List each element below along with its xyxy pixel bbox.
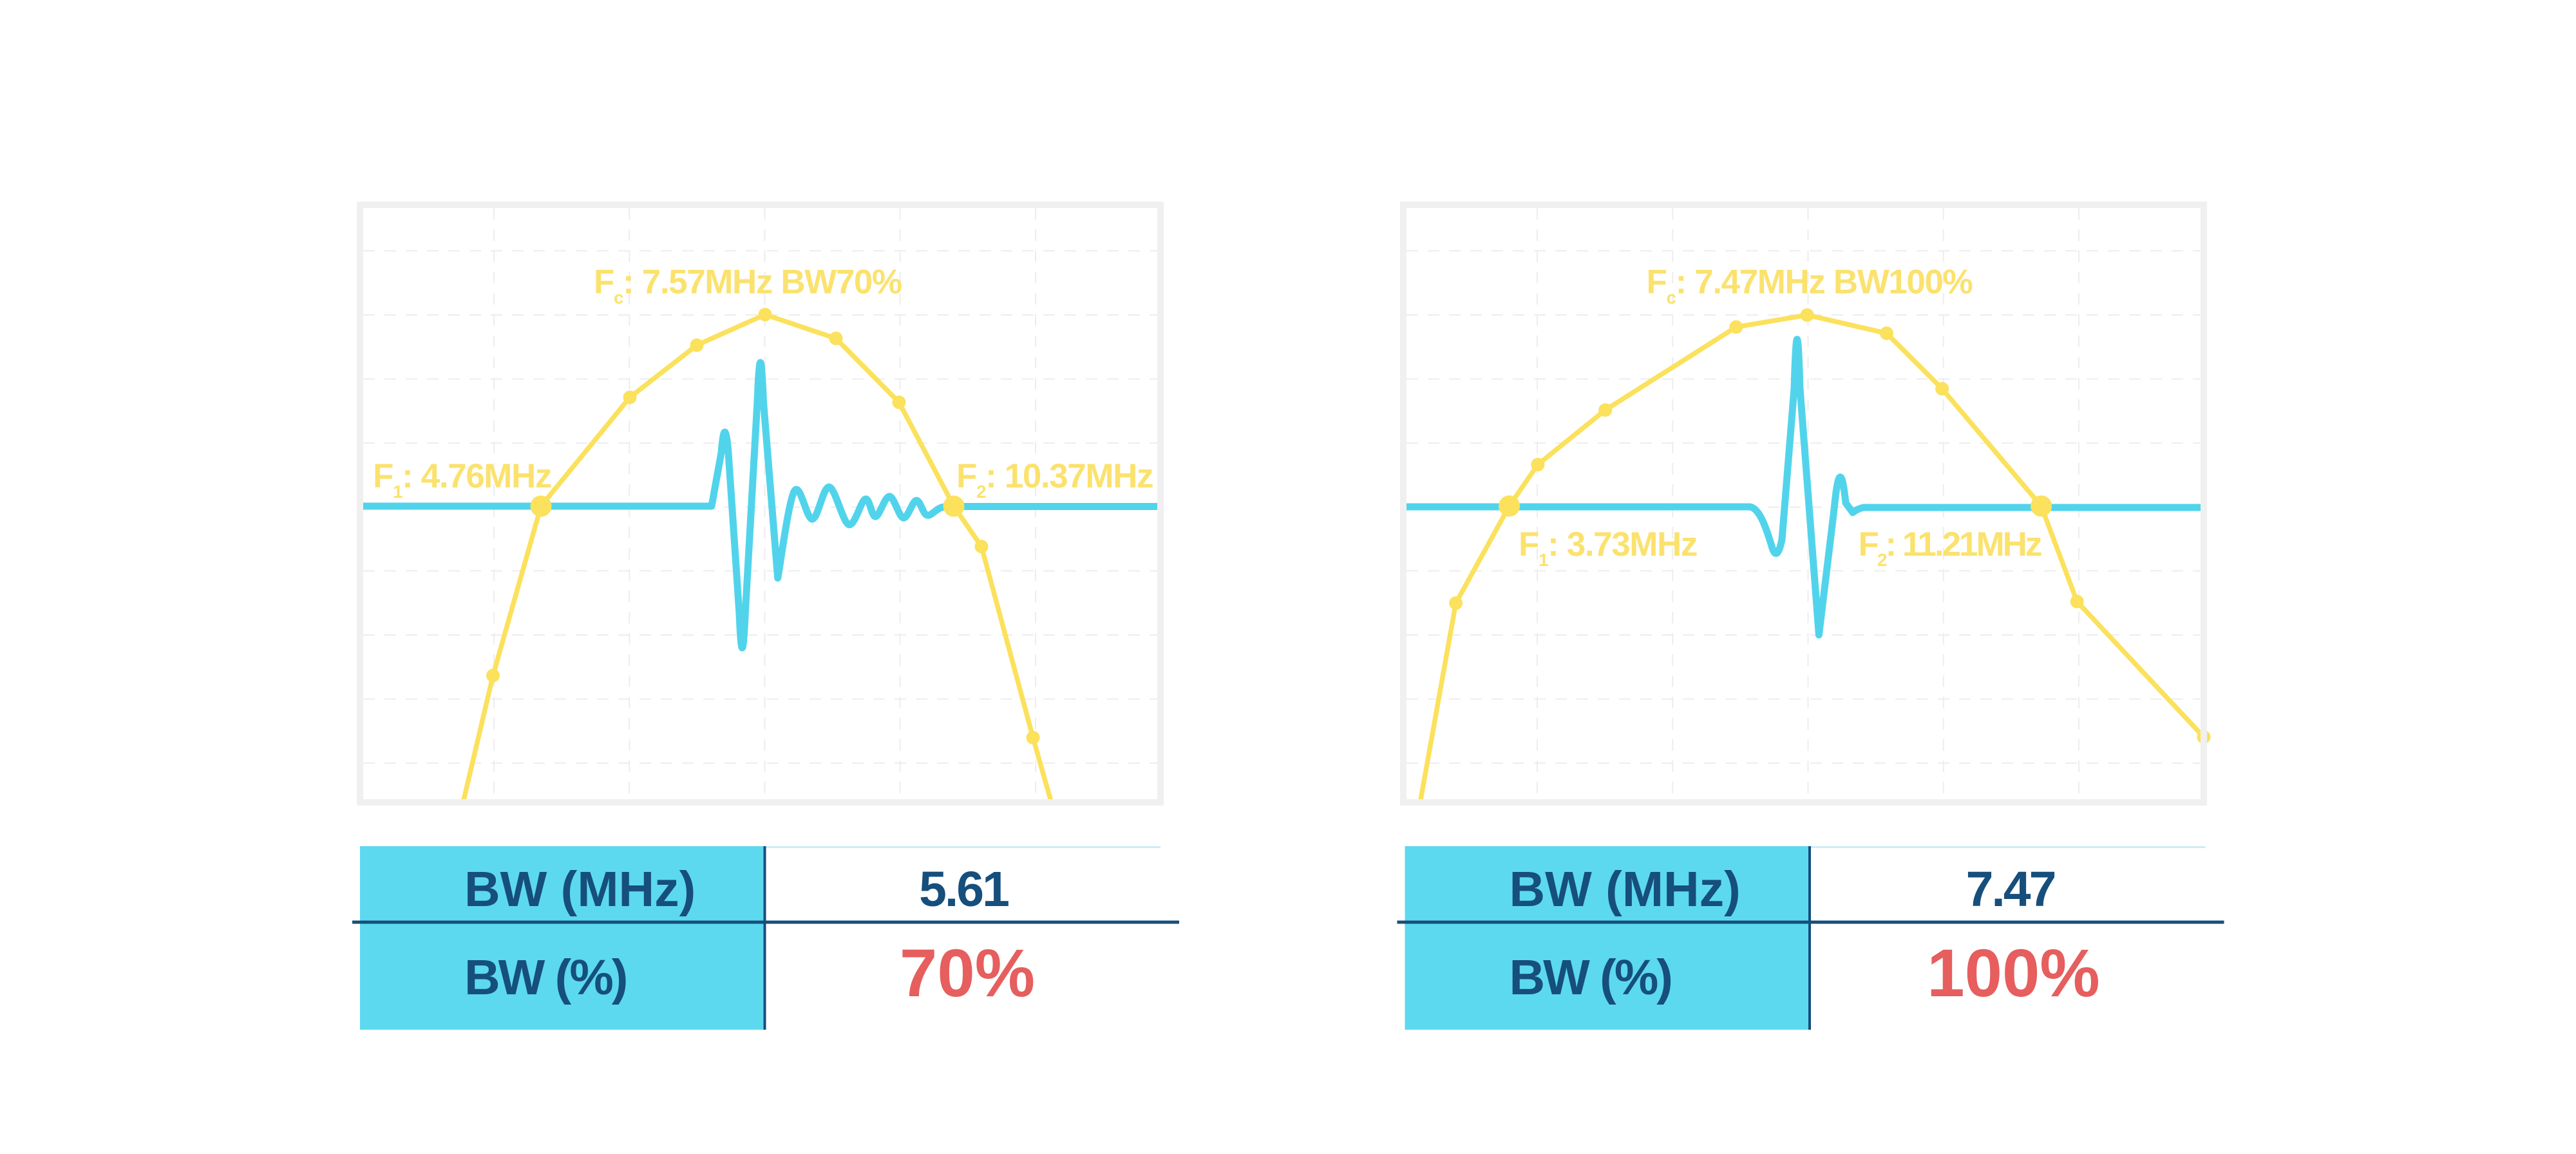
svg-text:70%: 70% bbox=[900, 936, 1035, 1011]
svg-text:F2: 10.37MHz: F2: 10.37MHz bbox=[956, 457, 1153, 502]
svg-text:Fc: 7.47MHz BW100%: Fc: 7.47MHz BW100% bbox=[1647, 263, 1973, 308]
svg-text:F2: 11.21MHz: F2: 11.21MHz bbox=[1859, 525, 2041, 570]
svg-text:100%: 100% bbox=[1927, 936, 2100, 1011]
svg-text:5.61: 5.61 bbox=[919, 862, 1009, 917]
svg-text:F1: 4.76MHz: F1: 4.76MHz bbox=[373, 457, 551, 502]
svg-text:BW (MHz): BW (MHz) bbox=[1510, 862, 1741, 917]
svg-text:Fc: 7.57MHz BW70%: Fc: 7.57MHz BW70% bbox=[594, 263, 902, 308]
svg-text:BW (%): BW (%) bbox=[464, 950, 626, 1005]
svg-text:F1: 3.73MHz: F1: 3.73MHz bbox=[1519, 525, 1697, 570]
svg-text:7.47: 7.47 bbox=[1966, 862, 2055, 917]
svg-text:BW (%): BW (%) bbox=[1510, 950, 1671, 1005]
svg-text:BW (MHz): BW (MHz) bbox=[464, 862, 696, 917]
